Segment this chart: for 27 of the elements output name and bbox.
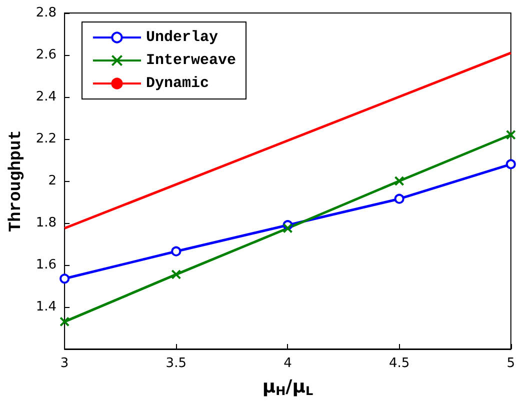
- legend-label: Interweave: [146, 52, 236, 69]
- y-axis-title: Throughput: [7, 130, 26, 232]
- point: [171, 269, 182, 280]
- y-tick-label: 2: [48, 174, 57, 188]
- y-tick-label: 2.8: [36, 6, 57, 20]
- x-tick-label: 5: [506, 356, 516, 371]
- x-tick-label: 3.5: [166, 356, 186, 371]
- x-tick-label: 4.5: [388, 356, 410, 371]
- y-tick-label: 2.6: [36, 48, 57, 62]
- point: [60, 316, 70, 327]
- point: [394, 176, 404, 186]
- x-tick-label: 3: [60, 356, 69, 371]
- x-axis-title: μH/μL: [262, 376, 314, 398]
- point: [394, 194, 404, 204]
- point: [506, 130, 516, 140]
- y-tick-label: 1.4: [36, 300, 57, 314]
- x-tick-label: 4: [284, 356, 292, 371]
- point: [506, 159, 516, 170]
- point: [282, 223, 293, 234]
- y-tick-label: 2.4: [36, 90, 57, 104]
- y-tick-label: 1.8: [36, 216, 57, 230]
- legend-label: Dynamic: [146, 75, 210, 92]
- point: [60, 274, 70, 284]
- y-tick-label: 2.2: [36, 132, 57, 146]
- point: [171, 246, 182, 256]
- y-tick-label: 1.6: [36, 258, 57, 272]
- legend-label: Underlay: [146, 29, 218, 46]
